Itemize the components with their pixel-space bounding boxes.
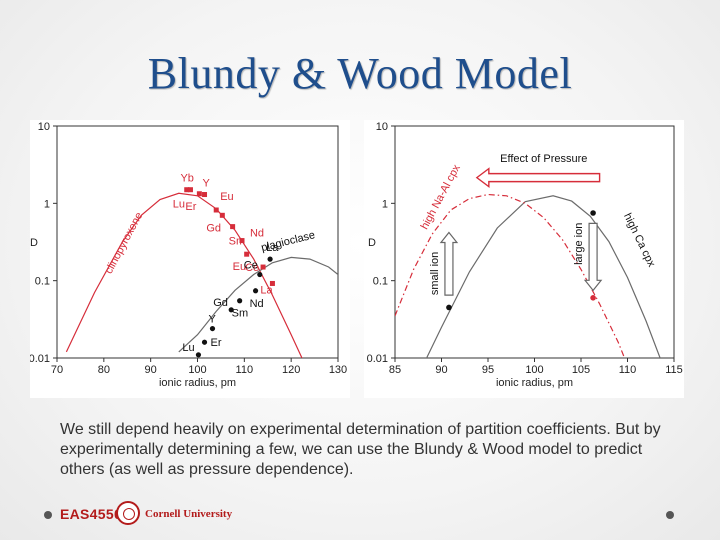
cpx-point <box>260 264 266 270</box>
plag-point <box>228 307 234 313</box>
y-tick-label: 0.01 <box>30 353 50 365</box>
plag-point-label: Y <box>208 314 216 326</box>
chart-left-cpx-plag: 70 80 90 100 110 120 130 10 1 0.1 0.01 ionic radius… <box>29 120 350 398</box>
x-axis-label: ionic radius, pm <box>496 377 573 389</box>
x-tick-label: 130 <box>329 364 347 376</box>
plag-point <box>252 288 259 294</box>
plag-point <box>257 271 263 278</box>
annotation-small-ion: small ion <box>429 252 441 295</box>
y-tick-label: 1 <box>382 198 388 210</box>
high-ca-point <box>590 210 596 216</box>
cpx-point <box>213 207 219 213</box>
x-tick-label: 90 <box>145 364 157 376</box>
cpx-point-label: Y <box>203 178 211 190</box>
cpx-point <box>244 251 250 257</box>
cpx-point <box>219 212 225 218</box>
y-tick-label: 1 <box>44 198 50 210</box>
slide-title: Blundy & Wood Model <box>147 49 573 98</box>
cpx-point <box>202 192 208 198</box>
series-curve-1 <box>395 193 626 358</box>
x-tick-label: 120 <box>282 364 300 376</box>
x-tick-label: 105 <box>572 364 590 376</box>
university-seal-icon <box>116 501 140 525</box>
y-tick-label: 0.1 <box>373 276 388 288</box>
annotation-high-ca-cpx: high Ca cpx <box>621 211 657 269</box>
x-tick-label: 70 <box>51 364 63 376</box>
y-tick-label: 10 <box>376 121 388 133</box>
plag-point <box>195 352 202 358</box>
high-ca-point <box>446 304 452 311</box>
y-axis-label: D <box>30 237 38 249</box>
cpx-point-label: Gd <box>206 222 221 234</box>
annotation-large-ion: large ion <box>573 223 585 265</box>
x-tick-label: 95 <box>482 364 494 376</box>
annotation-plagioclase: plagioclase <box>260 229 316 254</box>
x-tick-label: 110 <box>619 364 637 376</box>
plag-point-label: Sm <box>232 308 249 320</box>
annotation-high-na-al-cpx: high Na-Al cpx <box>419 162 463 231</box>
cpx-point-label: Eu <box>233 261 246 273</box>
pressure-arrow-icon <box>475 167 601 189</box>
x-tick-label: 115 <box>665 364 683 376</box>
x-tick-label: 85 <box>389 364 401 376</box>
cpx-point <box>269 280 275 286</box>
y-tick-label: 10 <box>38 121 50 133</box>
plag-point-label: Lu <box>182 342 194 354</box>
cpx-point <box>239 238 245 244</box>
cpx-point-label: La <box>260 284 273 296</box>
cpx-point-label: Nd <box>250 228 264 240</box>
university-name: Cornell University <box>145 508 233 520</box>
high-na-point <box>590 295 596 301</box>
x-tick-label: 90 <box>435 364 447 376</box>
chart-left-svg: 70 80 90 100 110 120 130 10 1 0.1 0.01 ionic radius… <box>29 121 348 389</box>
plag-point <box>237 298 243 304</box>
caption-text: We still depend heavily on experimental … <box>60 421 661 478</box>
x-tick-label: 100 <box>188 364 206 376</box>
cpx-point <box>230 224 236 230</box>
cpx-point-label: Eu <box>220 191 233 203</box>
plag-point <box>267 256 273 262</box>
large-ion-arrow-icon <box>583 222 603 292</box>
cpx-point <box>187 187 193 193</box>
series-curve-0 <box>425 195 661 358</box>
plag-point-label: Ce <box>244 260 258 272</box>
x-axis-label: ionic radius, pm <box>159 377 236 389</box>
y-tick-label: 0.01 <box>367 353 388 365</box>
x-tick-label: 80 <box>98 364 110 376</box>
x-tick-label: 100 <box>525 364 543 376</box>
plag-point-label: Nd <box>250 298 264 310</box>
course-code: EAS4550 <box>60 506 123 522</box>
x-tick-label: 110 <box>236 364 254 376</box>
small-ion-arrow-icon <box>439 231 459 296</box>
chart-right-pressure: 85 90 95 100 105 110 115 10 1 0.1 0.01 ionic radius… <box>364 120 684 398</box>
cpx-point <box>196 191 202 197</box>
plag-point <box>201 339 208 345</box>
cpx-point-label: Lu <box>173 199 185 211</box>
plag-point-label: Gd <box>213 297 228 309</box>
cpx-point-label: Ce <box>245 262 259 274</box>
cpx-point <box>184 187 190 193</box>
footer-bullet-left <box>44 511 52 519</box>
chart-right-svg: 85 90 95 100 105 110 115 10 1 0.1 0.01 ionic radius… <box>367 121 683 389</box>
cpx-point-label: Er <box>185 201 196 213</box>
plag-point-label: La <box>266 242 279 254</box>
footer-bullet-right <box>666 511 674 519</box>
cpx-point-label: Yb <box>180 173 193 185</box>
series-curve-0 <box>65 192 303 358</box>
plag-point-label: Er <box>211 337 222 349</box>
annotation-effect-of-pressure: Effect of Pressure <box>500 153 587 165</box>
y-axis-label: D <box>368 237 376 249</box>
plag-point <box>209 325 216 332</box>
y-tick-label: 0.1 <box>35 276 50 288</box>
annotation-clinopyroxene: clinopyroxene <box>103 210 145 276</box>
